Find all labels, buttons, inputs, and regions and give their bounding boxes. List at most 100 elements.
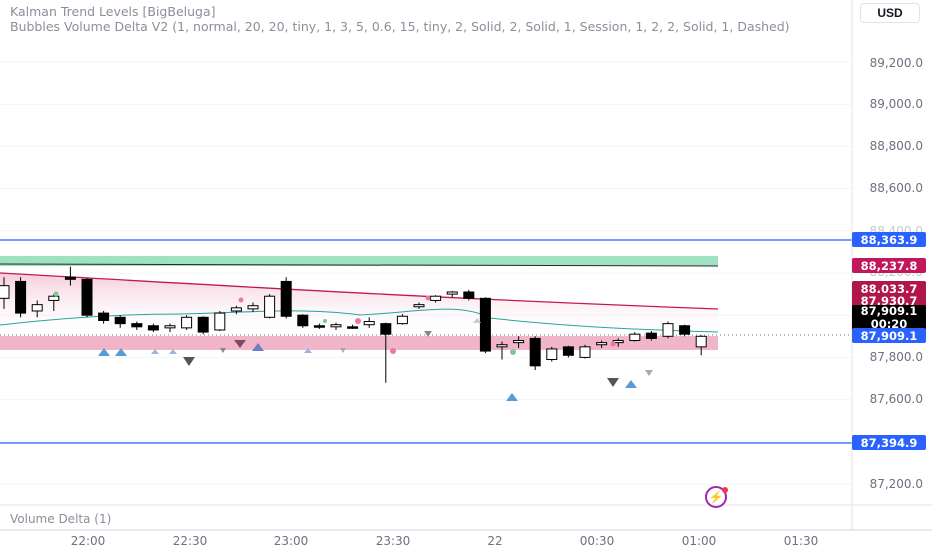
time-axis-tick: 01:30 xyxy=(783,534,819,548)
candle-bullish xyxy=(596,342,608,346)
down-triangle-marker xyxy=(424,331,432,337)
volume-delta-pane-label[interactable]: Volume Delta (1) xyxy=(10,512,112,526)
time-axis-tick: 01:00 xyxy=(681,534,717,548)
candle-bullish xyxy=(214,312,226,331)
candle-bullish xyxy=(264,295,276,318)
candle-bearish xyxy=(81,278,93,316)
candle-bearish xyxy=(64,276,76,280)
time-axis-tick: 23:00 xyxy=(273,534,309,548)
candle-bearish xyxy=(645,332,657,339)
moving-average-line xyxy=(0,308,719,333)
bar-countdown: 00:20 xyxy=(870,317,908,331)
bubbles-indicator-legend[interactable]: Bubbles Volume Delta V2 (1, normal, 20, … xyxy=(10,19,790,34)
candle-bullish xyxy=(181,316,193,329)
band-mid-price-badge: 87,930.7 xyxy=(852,293,926,308)
chart-grid xyxy=(0,61,852,485)
candle-bullish xyxy=(513,340,525,344)
price-axis-tick: 87,200.0 xyxy=(869,477,923,491)
candle-bearish xyxy=(98,312,110,321)
candle-bullish xyxy=(662,323,674,337)
candle-bearish xyxy=(463,291,475,299)
candle-bearish xyxy=(479,297,491,352)
lightning-icon[interactable]: ⚡ xyxy=(705,486,727,508)
bubble-dot xyxy=(510,349,516,355)
up-triangle-marker xyxy=(473,318,481,323)
down-triangle-marker xyxy=(340,348,346,353)
candlestick-series xyxy=(0,266,707,383)
lower-band-price-badge: 87,909.1 xyxy=(852,328,926,343)
candle-bearish xyxy=(280,280,292,317)
time-axis-tick: 22:30 xyxy=(172,534,208,548)
bubble-markers xyxy=(53,291,653,401)
up-triangle-marker xyxy=(304,348,312,353)
down-triangle-marker xyxy=(607,378,619,387)
lower-level-price-badge: 87,394.9 xyxy=(852,435,926,450)
candle-bullish xyxy=(413,304,425,308)
candle-bearish xyxy=(529,337,541,367)
candle-bearish xyxy=(380,323,392,335)
price-axis-tick: 87,800.0 xyxy=(869,350,923,364)
candle-bullish xyxy=(330,324,342,328)
candle-bullish xyxy=(430,295,442,301)
price-axis-tick: 89,000.0 xyxy=(869,97,923,111)
candle-bullish xyxy=(579,346,591,358)
up-triangle-marker xyxy=(98,348,110,356)
time-axis-tick: 22:00 xyxy=(70,534,106,548)
kalman-top-price-badge: 88,237.8 xyxy=(852,258,926,273)
notification-dot xyxy=(722,487,728,493)
up-triangle-marker xyxy=(115,348,127,356)
candle-bearish xyxy=(313,325,325,328)
green-supply-zone xyxy=(0,256,718,266)
candle-bullish xyxy=(546,348,558,361)
candle-bullish xyxy=(230,307,242,312)
candle-bearish xyxy=(347,326,359,329)
candle-bullish xyxy=(496,344,508,348)
bubble-dot xyxy=(390,348,396,354)
up-triangle-marker xyxy=(169,349,177,354)
upper-level-price-badge: 88,363.9 xyxy=(852,232,926,247)
candle-bearish xyxy=(562,346,574,356)
down-triangle-marker xyxy=(645,370,653,376)
candle-bearish xyxy=(131,323,143,328)
candle-bullish xyxy=(247,305,259,310)
bubble-dot xyxy=(425,295,431,301)
bubble-dot xyxy=(53,291,59,297)
candle-bullish xyxy=(31,304,43,312)
pink-demand-zone xyxy=(0,336,718,350)
upper-band-line xyxy=(0,272,719,310)
down-triangle-marker xyxy=(234,340,246,348)
band-gradient-fill xyxy=(0,273,718,338)
last-price-badge: 87,909.1 00:20 xyxy=(852,305,926,331)
candle-bearish xyxy=(679,325,691,335)
candle-bullish xyxy=(0,285,10,299)
candle-bullish xyxy=(164,325,176,329)
price-axis-tick: 88,600.0 xyxy=(869,181,923,195)
bubble-dot xyxy=(323,319,327,323)
candle-bullish xyxy=(629,333,641,342)
last-price-value: 87,909.1 xyxy=(860,304,918,318)
candle-bullish xyxy=(396,315,408,325)
time-axis-tick: 00:30 xyxy=(579,534,615,548)
price-axis-tick: 88,800.0 xyxy=(869,139,923,153)
currency-button[interactable]: USD xyxy=(860,3,920,23)
candle-bullish xyxy=(48,295,60,301)
candle-bearish xyxy=(147,325,159,331)
price-axis-tick: 87,600.0 xyxy=(869,392,923,406)
up-triangle-marker xyxy=(625,380,637,388)
candle-bearish xyxy=(15,280,27,314)
bubble-dot xyxy=(355,318,361,324)
candle-bearish xyxy=(114,316,126,325)
time-axis-tick: 22 xyxy=(487,534,503,548)
bubble-dot xyxy=(238,297,244,303)
price-axis-tick: 89,200.0 xyxy=(869,56,923,70)
candle-bearish xyxy=(297,314,309,327)
candle-bullish xyxy=(695,335,707,348)
candle-bullish xyxy=(446,291,458,295)
down-triangle-marker xyxy=(220,348,226,353)
kalman-indicator-legend[interactable]: Kalman Trend Levels [BigBeluga] xyxy=(10,4,216,19)
bubble-dot xyxy=(610,341,616,347)
up-triangle-marker xyxy=(252,343,264,351)
up-triangle-marker xyxy=(506,393,518,401)
upper-band-price-badge: 88,033.7 xyxy=(852,281,926,296)
